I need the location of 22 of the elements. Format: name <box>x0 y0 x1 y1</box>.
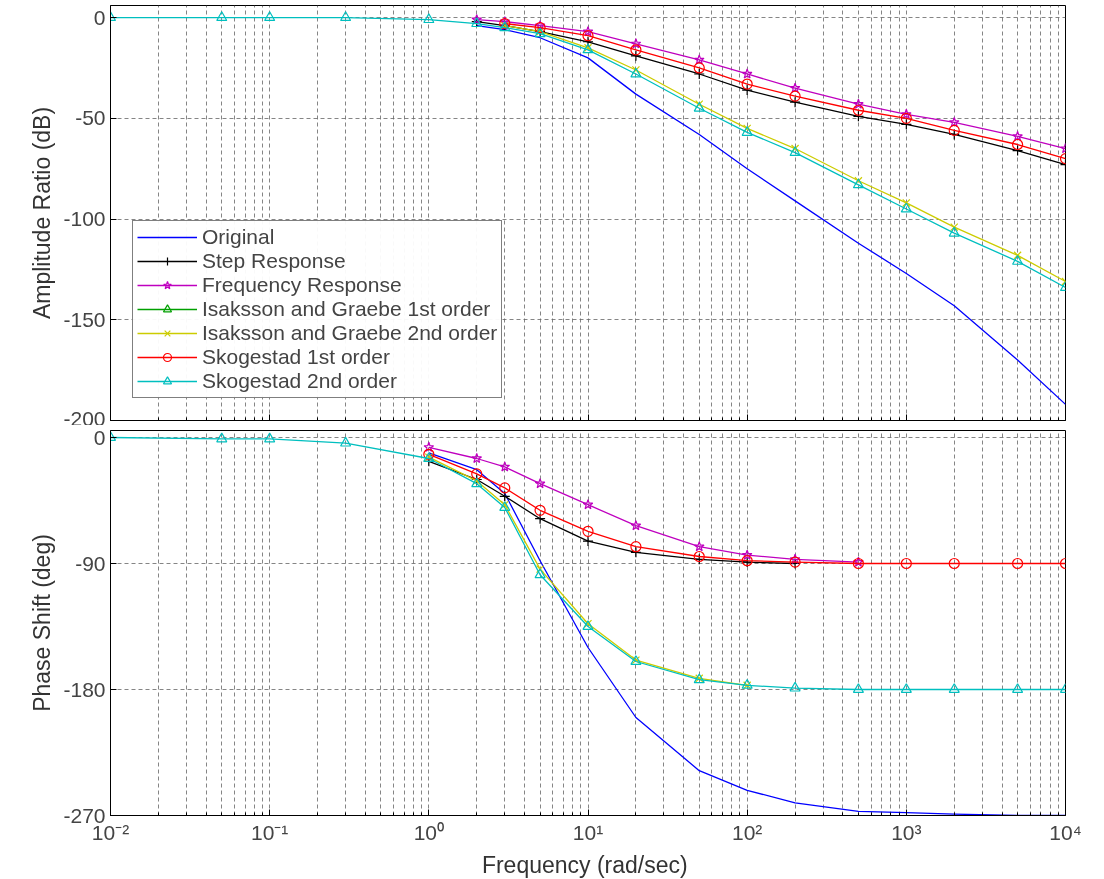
x-tick-label: 10³ <box>891 820 922 844</box>
x-tick-label: 10¹ <box>572 820 604 844</box>
legend-label: Isaksson and Graebe 2nd order <box>202 321 498 345</box>
y-tick-label: -100 <box>63 207 106 231</box>
legend-label: Original <box>202 225 275 249</box>
y-tick-label: -50 <box>75 106 106 130</box>
legend-label: Skogestad 1st order <box>202 345 390 369</box>
legend-label: Frequency Response <box>202 273 402 297</box>
y-axis-title: Amplitude Ratio (dB) <box>29 106 56 320</box>
y-tick-label: 0 <box>93 5 106 29</box>
x-tick-label: 10⁰ <box>413 820 445 844</box>
legend-label: Isaksson and Graebe 1st order <box>202 297 491 321</box>
y-axis-title: Phase Shift (deg) <box>29 534 56 712</box>
legend-label: Step Response <box>202 249 346 273</box>
y-tick-label: -180 <box>63 677 106 701</box>
y-tick-label: -90 <box>75 551 106 575</box>
x-axis-title: Frequency (rad/sec) <box>481 851 688 878</box>
x-tick-label: 10⁻¹ <box>250 820 289 844</box>
y-tick-label: -150 <box>63 307 106 331</box>
x-tick-label: 10⁴ <box>1049 820 1082 844</box>
legend-label: Skogestad 2nd order <box>202 369 397 393</box>
x-tick-label: 10² <box>731 820 763 844</box>
